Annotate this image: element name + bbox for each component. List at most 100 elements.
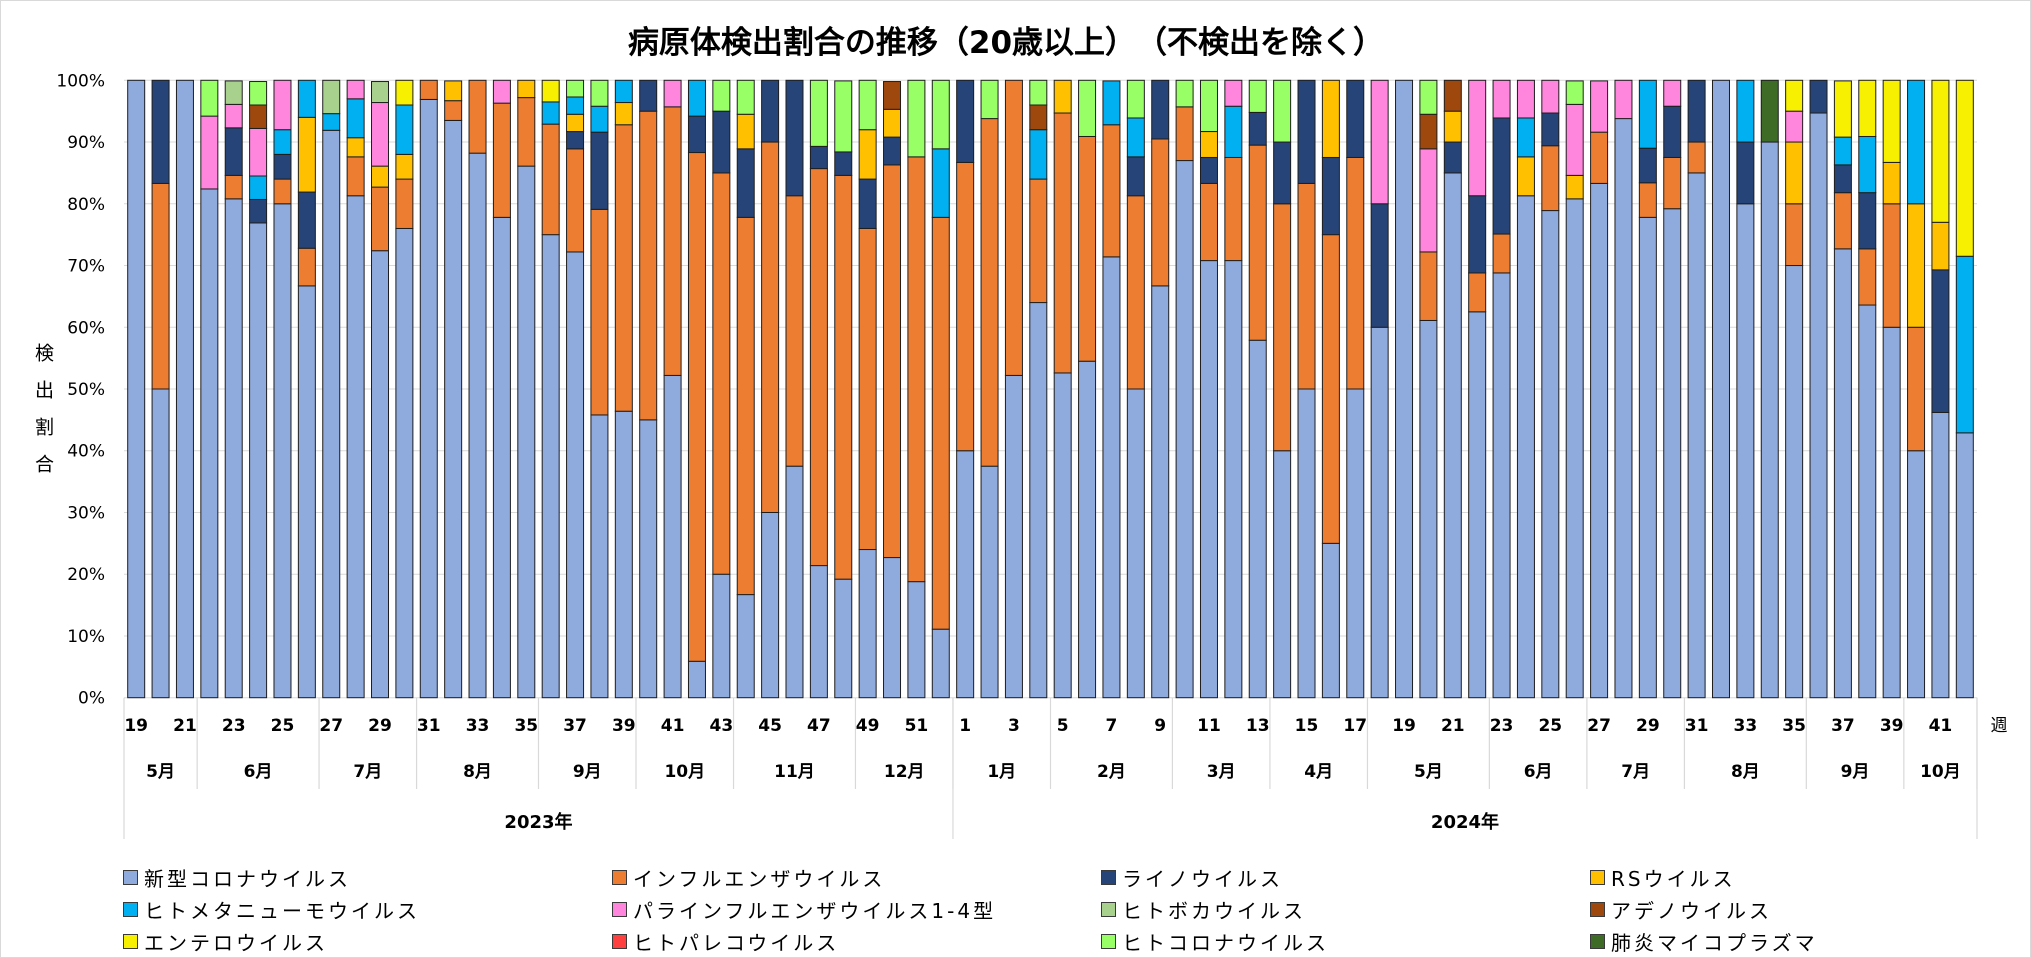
bar-segment <box>492 79 511 104</box>
bar-segment <box>151 79 170 184</box>
x-week-label: 45 <box>758 716 782 736</box>
stacked-bar <box>687 79 706 699</box>
stacked-bar <box>1833 80 1852 699</box>
stacked-bar <box>1663 79 1682 699</box>
bar-segment <box>346 156 365 197</box>
bar-segment <box>1321 542 1340 699</box>
bar-segment <box>1151 285 1170 699</box>
bar-segment <box>736 216 755 596</box>
bar-segment <box>1468 195 1487 274</box>
stacked-bar <box>1590 80 1609 699</box>
bar-segment <box>517 79 536 99</box>
bar-segment <box>224 127 243 176</box>
bar-segment <box>1882 161 1901 205</box>
bar-segment <box>1273 79 1292 143</box>
bar-segment <box>1687 79 1706 143</box>
x-month-label: 12月 <box>884 762 925 782</box>
bar-segment <box>1273 450 1292 699</box>
stacked-bar <box>1419 79 1438 699</box>
legend: 新型コロナウイルス インフルエンザウイルス ライノウイルス RSウイルス ヒトメ… <box>123 861 2030 957</box>
bar-segment <box>1175 160 1194 699</box>
bar-segment <box>883 557 902 699</box>
bar-segment <box>395 153 414 180</box>
bar-segment <box>1785 265 1804 699</box>
bar-segment <box>1199 131 1218 158</box>
bar-segment <box>151 182 170 390</box>
bar-segment <box>1199 182 1218 262</box>
bar-segment <box>1102 124 1121 258</box>
bar-segment <box>1590 80 1609 133</box>
bar-segment <box>1760 141 1779 699</box>
bar-segment <box>785 79 804 197</box>
bar-segment <box>931 148 950 218</box>
stacked-bar <box>1760 79 1779 699</box>
bar-segment <box>1663 208 1682 699</box>
legend-label: ライノウイルス <box>1122 866 1283 891</box>
legend-label: ヒトメタニューモウイルス <box>144 898 420 923</box>
legend-item-parechovirus: ヒトパレコウイルス <box>612 925 1101 957</box>
stacked-bar <box>1907 79 1926 699</box>
legend-label: ヒトボカウイルス <box>1122 898 1306 923</box>
bar-segment <box>1760 79 1779 143</box>
bar-segment <box>322 113 341 131</box>
stacked-bar <box>1175 79 1194 699</box>
bar-segment <box>834 80 853 153</box>
bar-segment <box>712 172 731 575</box>
bar-segment <box>1614 79 1633 120</box>
bar-segment <box>1078 135 1097 362</box>
bar-segment <box>1833 164 1852 194</box>
bar-segment <box>712 110 731 174</box>
bar-segment <box>224 174 243 200</box>
stacked-bar <box>224 80 243 699</box>
x-month-label: 10月 <box>1920 762 1961 782</box>
bar-segment <box>1882 79 1901 163</box>
bar-segment <box>956 79 975 163</box>
x-month-label: 7月 <box>1621 762 1650 782</box>
legend-label: 肺炎マイコプラズマ <box>1611 930 1818 955</box>
stacked-bar <box>1541 79 1560 699</box>
bar-segment <box>736 148 755 218</box>
x-week-label: 51 <box>905 716 929 736</box>
bar-segment <box>590 208 609 416</box>
x-week-label: 25 <box>1538 716 1562 736</box>
bar-segment <box>1029 104 1048 131</box>
x-month-label: 8月 <box>1731 762 1760 782</box>
bar-segment <box>224 198 243 699</box>
x-year-label: 2023年 <box>504 811 572 833</box>
x-month-label: 9月 <box>1841 762 1870 782</box>
bar-segment <box>1785 141 1804 205</box>
stacked-bar <box>346 79 365 699</box>
bar-segment <box>1126 117 1145 158</box>
bar-segment <box>297 285 316 699</box>
bar-segment <box>1370 79 1389 205</box>
stacked-bar <box>1053 79 1072 699</box>
bar-segment <box>541 234 560 699</box>
x-week-label: 27 <box>319 716 343 736</box>
bar-segment <box>1858 135 1877 194</box>
stacked-bar <box>858 79 877 699</box>
x-week-label: 13 <box>1246 716 1270 736</box>
bar-segment <box>273 129 292 155</box>
x-week-label: 35 <box>1782 716 1806 736</box>
bar-segment <box>1565 80 1584 105</box>
bar-segment <box>371 250 390 699</box>
stacked-bar <box>175 79 194 699</box>
bar-segment <box>273 178 292 205</box>
bar-segment <box>1833 80 1852 138</box>
bar-segment <box>907 581 926 699</box>
stacked-bar <box>1955 79 1974 699</box>
bar-segment <box>517 97 536 167</box>
bar-segment <box>834 151 853 176</box>
stacked-bar <box>566 79 585 699</box>
y-tick-label: 10% <box>67 627 105 647</box>
bar-segment <box>1687 141 1706 174</box>
stacked-bar <box>980 79 999 699</box>
bar-segment <box>322 129 341 699</box>
bar-segment <box>1297 79 1316 184</box>
bar-segment <box>639 110 658 421</box>
stacked-bar <box>1882 79 1901 699</box>
x-week-label: 15 <box>1295 716 1319 736</box>
legend-swatch <box>1101 869 1116 885</box>
bar-segment <box>1858 304 1877 699</box>
bars <box>127 79 1974 699</box>
